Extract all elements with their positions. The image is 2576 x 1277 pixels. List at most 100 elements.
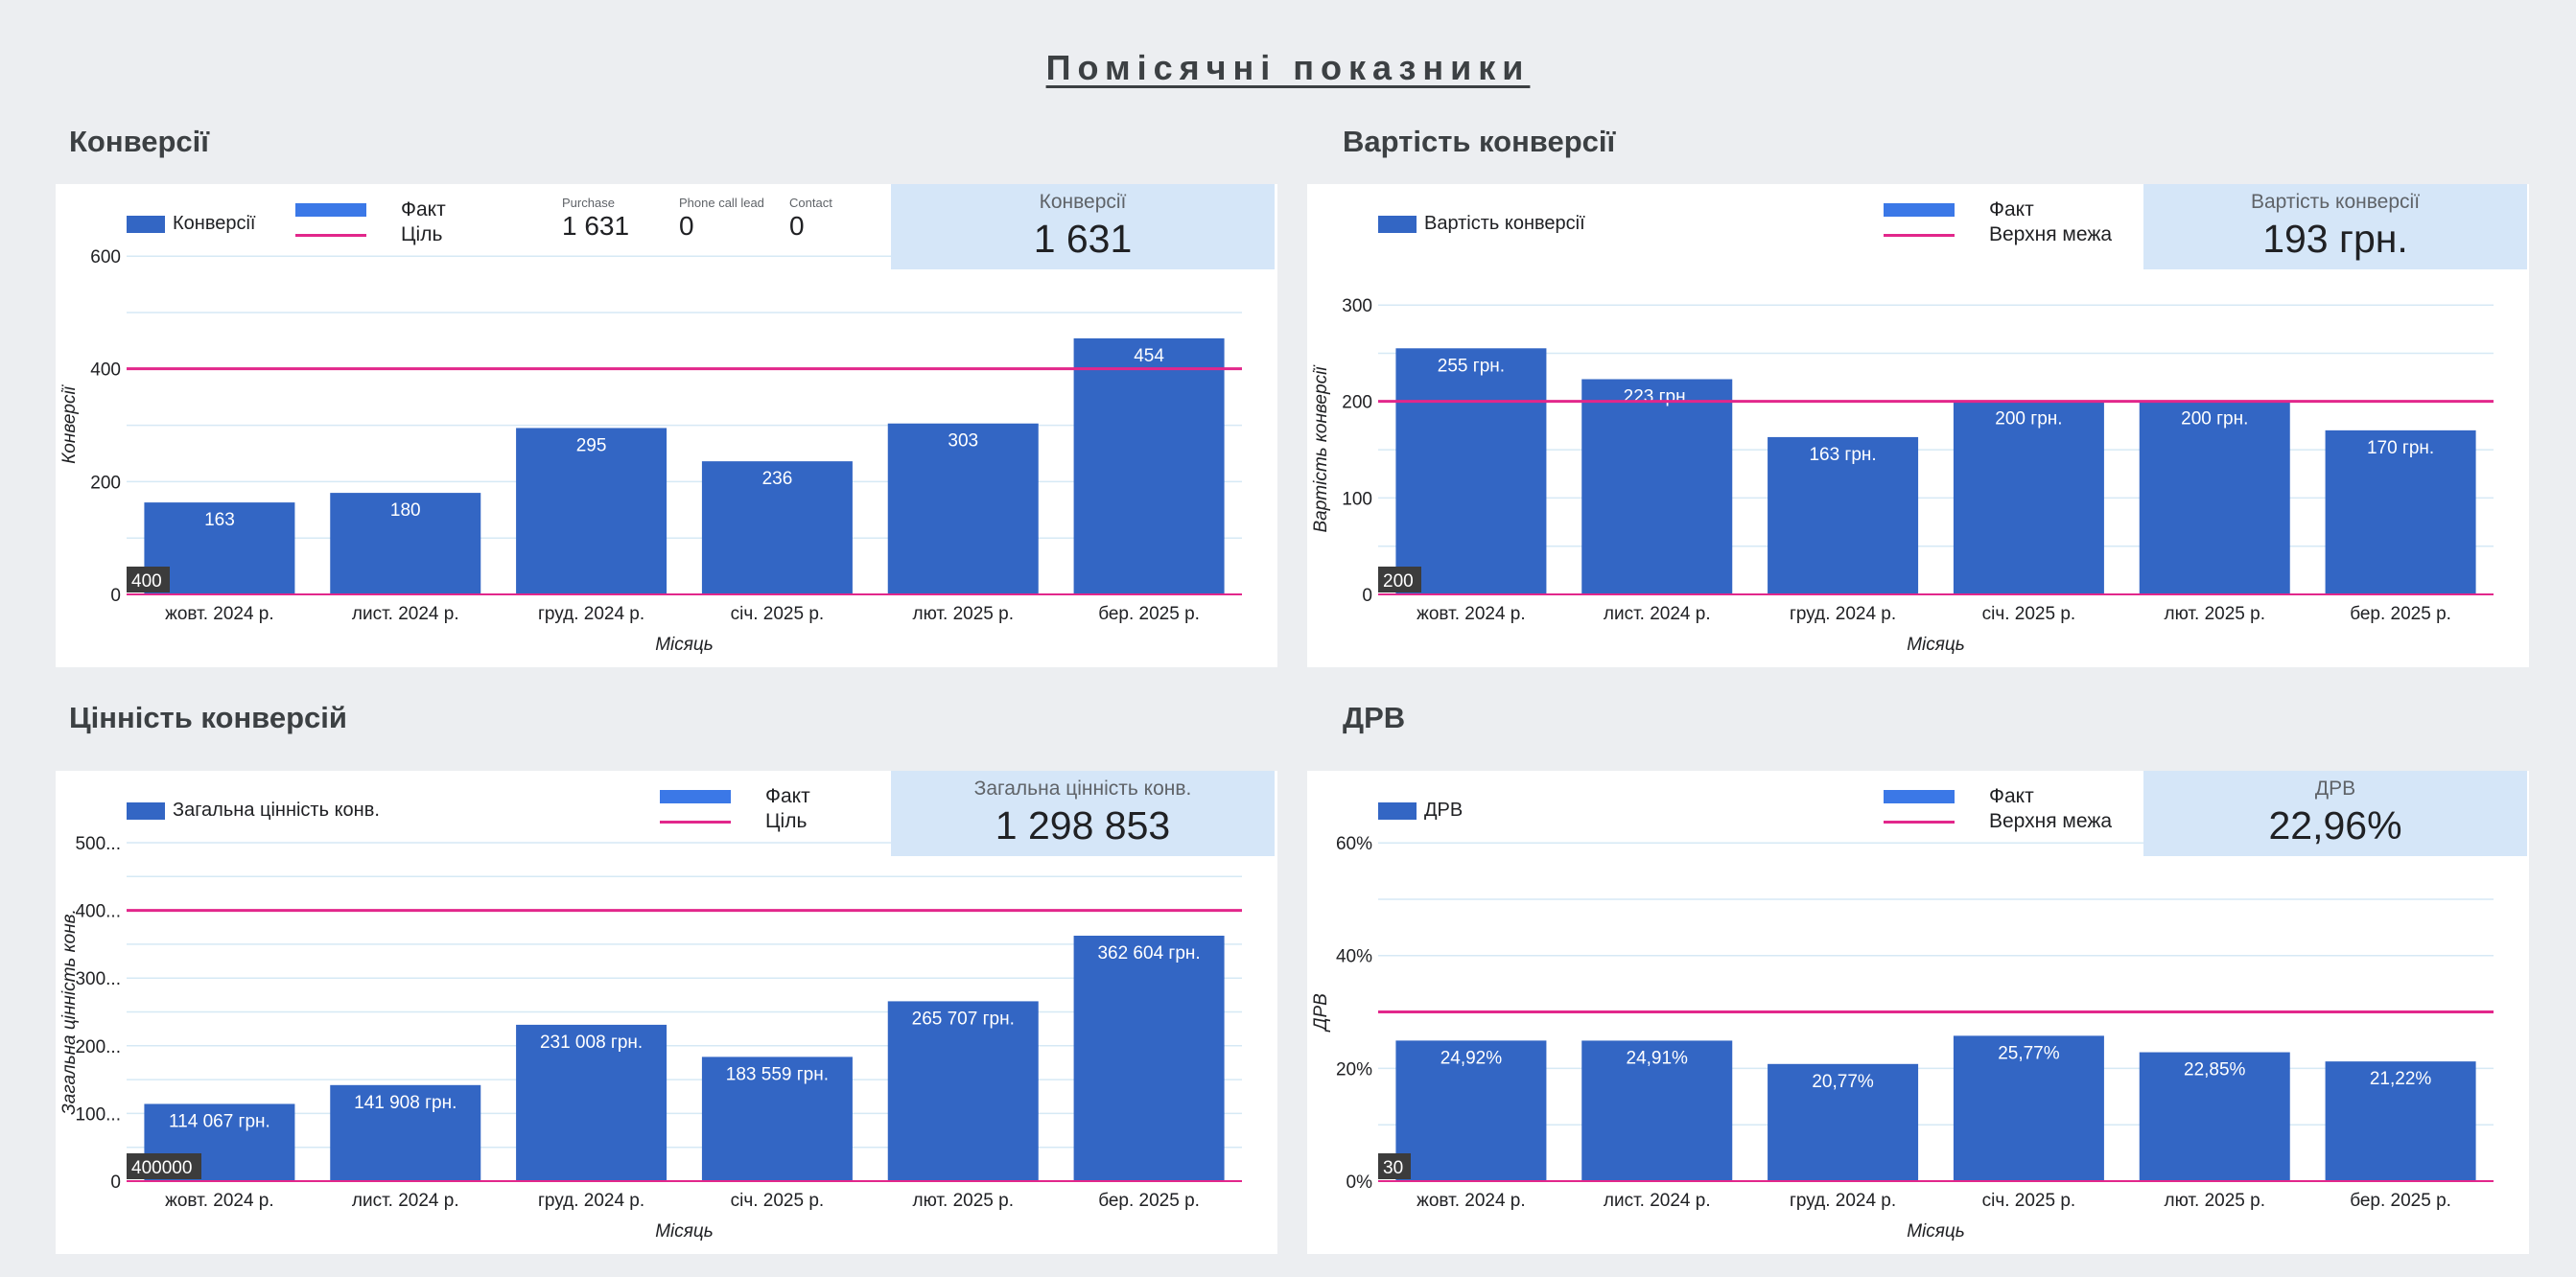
y-tick-label: 0 xyxy=(1362,586,1372,606)
section-title-conversion-value: Цінність конверсій xyxy=(69,701,347,734)
metric-value: 0 xyxy=(789,211,805,241)
target-swatch xyxy=(295,233,366,237)
legend-target-label: Ціль xyxy=(765,810,808,832)
bar xyxy=(330,493,481,594)
bar-value-label: 200 грн. xyxy=(1995,409,2062,430)
bar-value-label: 180 xyxy=(390,500,421,521)
conversion-value-chart-panel: 0 100... 200... 300... 400... 500... 114 067 г… xyxy=(56,771,1277,1254)
series-swatch xyxy=(1378,801,1417,820)
reference-value-badge xyxy=(1378,567,1421,592)
series-legend-label: Загальна цінність конв. xyxy=(173,800,380,821)
y-tick-label: 200... xyxy=(75,1037,121,1057)
y-axis-title: Загальна цінність конв. xyxy=(59,909,80,1115)
y-axis-title: Вартість конверсії xyxy=(1311,364,1331,533)
metric-label: Purchase xyxy=(562,196,615,210)
bar xyxy=(2325,1061,2476,1181)
scorecard-conversions: Конверсії 1 631 xyxy=(891,184,1275,269)
scorecard-value: 22,96% xyxy=(2268,803,2402,847)
bar xyxy=(887,1001,1039,1181)
x-tick-label: лист. 2024 р. xyxy=(352,1191,459,1211)
reference-value-badge xyxy=(1378,1153,1411,1179)
bar xyxy=(2139,1052,2290,1181)
scorecard-roas: ДРВ 22,96% xyxy=(2143,771,2527,856)
x-tick-label: лист. 2024 р. xyxy=(352,604,459,624)
bar xyxy=(1395,1040,1547,1181)
x-tick-label: січ. 2025 р. xyxy=(731,604,825,624)
series-swatch xyxy=(1378,215,1417,233)
bar-value-label: 21,22% xyxy=(2370,1069,2432,1089)
y-tick-label: 100... xyxy=(75,1104,121,1125)
bar xyxy=(330,1084,481,1181)
cost-per-conversion-chart-panel: 0 100 200 300 255 грн. жовт. 2024 р. 223 грн. л… xyxy=(1307,184,2529,667)
bar xyxy=(1768,436,1919,594)
bar xyxy=(2139,401,2290,594)
bar-value-label: 24,92% xyxy=(1440,1048,1503,1068)
scorecard-label: ДРВ xyxy=(2314,778,2356,800)
value-bar-chart-svg: 0 100... 200... 300... 400... 500... 114 067 г… xyxy=(59,834,1242,1242)
scorecard-value: 1 298 853 xyxy=(995,803,1171,847)
actual-swatch xyxy=(295,203,366,217)
legend-actual-label: Факт xyxy=(765,785,810,807)
bar xyxy=(516,1024,667,1181)
x-tick-label: бер. 2025 р. xyxy=(1098,604,1200,624)
bar xyxy=(701,461,853,594)
bar xyxy=(701,1056,853,1181)
y-tick-label: 20% xyxy=(1336,1059,1372,1080)
x-tick-label: січ. 2025 р. xyxy=(1982,1191,2076,1211)
series-legend-label: Конверсії xyxy=(173,213,256,234)
metric-contact: Contact 0 xyxy=(789,196,866,242)
reference-legend: Факт Ціль xyxy=(295,197,446,247)
legend-actual-label: Факт xyxy=(1989,198,2034,221)
bar xyxy=(2325,430,2476,594)
x-tick-label: жовт. 2024 р. xyxy=(165,604,274,624)
x-axis-title: Місяць xyxy=(1907,1221,1965,1242)
roas-bar-chart-svg: 0% 20% 40% 60% 24,92% жовт. 2024 р. 24,91% лист… xyxy=(1311,834,2494,1242)
scorecard-label: Конверсії xyxy=(1039,191,1127,213)
metric-purchase: Purchase 1 631 xyxy=(562,196,667,242)
bar-value-label: 141 908 грн. xyxy=(354,1093,457,1113)
x-tick-label: лист. 2024 р. xyxy=(1604,1191,1711,1211)
conversion-breakdown: Purchase 1 631 Phone call lead 0 Contact… xyxy=(562,196,878,242)
bar xyxy=(1581,1040,1733,1181)
bar xyxy=(1768,1063,1919,1181)
bar-value-label: 22,85% xyxy=(2184,1060,2246,1080)
reference-legend: Факт Ціль xyxy=(660,784,810,834)
x-axis-title: Місяць xyxy=(655,635,714,655)
bar xyxy=(1581,379,1733,594)
bar xyxy=(1073,337,1225,594)
cost-bar-chart-svg: 0 100 200 300 255 грн. жовт. 2024 р. 223 грн. л… xyxy=(1311,296,2494,655)
y-tick-label: 500... xyxy=(75,834,121,854)
bar xyxy=(1953,401,2104,594)
bar-value-label: 236 xyxy=(762,469,793,489)
series-swatch xyxy=(127,801,165,820)
bar-value-label: 163 грн. xyxy=(1809,445,1876,465)
legend-actual-label: Факт xyxy=(401,198,446,221)
bar-value-label: 454 xyxy=(1134,346,1164,366)
bar-value-label: 114 067 грн. xyxy=(169,1111,270,1131)
x-tick-label: жовт. 2024 р. xyxy=(1417,604,1526,624)
x-tick-label: бер. 2025 р. xyxy=(2350,604,2451,624)
page-title: Помісячні показники xyxy=(1045,48,1531,87)
y-tick-label: 600 xyxy=(90,247,121,267)
bar-value-label: 223 грн. xyxy=(1624,387,1691,407)
series-swatch xyxy=(127,215,165,233)
x-tick-label: жовт. 2024 р. xyxy=(165,1191,274,1211)
x-tick-label: лист. 2024 р. xyxy=(1604,604,1711,624)
y-tick-label: 400 xyxy=(90,360,121,381)
x-tick-label: груд. 2024 р. xyxy=(538,1191,644,1211)
x-tick-label: жовт. 2024 р. xyxy=(1417,1191,1526,1211)
bar-value-label: 303 xyxy=(948,431,978,452)
bar xyxy=(1073,936,1225,1181)
actual-swatch xyxy=(1884,203,1955,217)
series-legend: Конверсії xyxy=(127,213,255,235)
section-title-cost-per-conversion: Вартість конверсії xyxy=(1343,125,1616,158)
bar-value-label: 183 559 грн. xyxy=(726,1064,829,1084)
x-tick-label: січ. 2025 р. xyxy=(1982,604,2076,624)
bar xyxy=(1395,348,1547,594)
roas-chart-panel: 0% 20% 40% 60% 24,92% жовт. 2024 р. 24,91% лист… xyxy=(1307,771,2529,1254)
x-tick-label: бер. 2025 р. xyxy=(1098,1191,1200,1211)
x-tick-label: груд. 2024 р. xyxy=(1790,1191,1896,1211)
y-tick-label: 60% xyxy=(1336,834,1372,854)
bar-value-label: 265 707 грн. xyxy=(912,1009,1015,1029)
scorecard-value: 1 631 xyxy=(1033,217,1133,261)
